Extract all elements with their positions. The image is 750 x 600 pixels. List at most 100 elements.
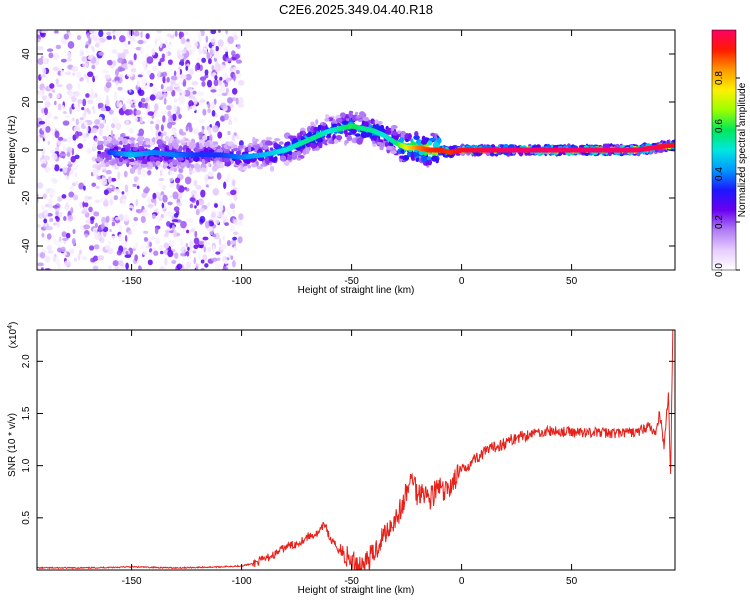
spectrogram-cell <box>143 138 151 142</box>
spectrogram-cell <box>62 166 68 174</box>
spectrogram-cell <box>71 66 79 72</box>
spectrogram-cell <box>188 217 194 224</box>
spectrogram-cell <box>194 42 199 47</box>
spectrogram-cell <box>123 170 128 178</box>
spectrogram-cell <box>197 91 205 97</box>
colorbar-tick-label: 0.8 <box>714 71 725 85</box>
spectrogram-cell <box>129 34 135 40</box>
spectrogram-cell <box>64 260 71 267</box>
spectrogram-cell <box>225 57 233 62</box>
spectrogram-cell <box>207 108 212 114</box>
spectrogram-cell <box>60 58 67 63</box>
spectrogram-cell <box>355 115 362 119</box>
spectrogram-cell <box>224 46 229 53</box>
spectrogram-cell <box>306 133 310 137</box>
spectrogram-cell <box>57 70 62 76</box>
spectrogram-cell <box>111 221 116 227</box>
spectrogram-cell <box>91 65 95 70</box>
spectrogram-cell <box>143 237 149 242</box>
spectrogram-cell <box>64 115 71 119</box>
spectrogram-cell <box>177 54 184 60</box>
spectrogram-cell <box>101 216 107 224</box>
spectrogram-cell <box>62 120 70 126</box>
page-title: C2E6.2025.349.04.40.R18 <box>279 2 433 17</box>
spectrogram-cell <box>172 113 177 122</box>
spectrogram-cell <box>50 127 54 134</box>
spectrogram-cell <box>44 255 51 263</box>
spectrogram-cell <box>112 34 116 40</box>
snr-yscale-close: ) <box>8 322 19 325</box>
spectrogram-cell <box>107 176 112 184</box>
spectrogram-cell <box>208 126 212 135</box>
spectrogram-cell <box>145 245 150 249</box>
spectrogram-cell <box>211 64 215 71</box>
spectrogram-cell <box>118 67 126 72</box>
spectrogram-cell <box>147 144 151 148</box>
spectrogram-cell <box>140 163 148 168</box>
spectrogram-cell <box>136 259 141 264</box>
spectrogram-cell <box>121 191 125 195</box>
spectrogram-cell <box>132 164 138 170</box>
spectrogram-cell <box>59 168 64 172</box>
spectrogram-cell <box>198 199 205 206</box>
spectrogram-cell <box>90 127 98 134</box>
spectrogram-cell <box>236 43 241 50</box>
spectrogram-cell <box>114 166 119 170</box>
spectrogram-cell <box>182 259 185 266</box>
spectrogram-cell <box>181 49 187 54</box>
spectrogram-cell <box>91 46 95 50</box>
spectrogram-cell <box>285 141 291 146</box>
spectrogram-cell <box>75 90 78 95</box>
spectrogram-cell <box>205 174 208 181</box>
spectrogram-cell <box>157 70 161 77</box>
spectrogram-cell <box>207 162 211 166</box>
spectrogram-cell <box>375 123 380 131</box>
spectrogram-cell <box>206 247 212 253</box>
spectrogram-cell <box>166 76 170 83</box>
spectrogram-cell <box>390 150 397 155</box>
spectrogram-cell <box>315 118 319 125</box>
spectrogram-cell <box>223 259 229 265</box>
spectrogram-cell <box>81 256 88 261</box>
spectrogram-cell <box>202 43 209 51</box>
spectrogram-xtick-label: -100 <box>232 276 252 287</box>
spectrogram-cell <box>90 88 94 96</box>
spectrogram-cell <box>317 124 321 130</box>
spectrogram-cell <box>147 170 152 176</box>
spectrogram-cell <box>251 163 257 168</box>
snr-xlabel: Height of straight line (km) <box>298 585 415 596</box>
spectrogram-cell <box>146 267 150 270</box>
spectrogram-cell <box>37 38 41 43</box>
spectrogram-cell <box>109 228 112 233</box>
spectrogram-cell <box>192 250 197 254</box>
spectrogram-cell <box>147 259 153 266</box>
spectrogram-cell <box>228 119 233 125</box>
spectrogram-cell <box>233 194 238 201</box>
spectrogram-cell <box>86 32 91 39</box>
spectrogram-cell <box>279 155 287 162</box>
spectrogram-cell <box>436 137 442 144</box>
spectrogram-cell <box>147 203 154 208</box>
spectrogram-cell <box>46 244 52 251</box>
spectrogram-cell <box>51 152 58 161</box>
spectrogram-cell <box>230 144 238 149</box>
spectrogram-cell <box>158 244 163 252</box>
spectrogram-cell <box>40 267 44 270</box>
spectrogram-cell <box>37 57 44 65</box>
snr-panel: -150 -100 -50 0 50 0.5 1.0 1.5 2.0 Height of str… <box>7 322 676 596</box>
spectrogram-cell <box>81 51 84 56</box>
spectrogram-cell <box>125 262 129 270</box>
spectrogram-cell <box>186 250 190 257</box>
spectrogram-cell <box>128 127 134 134</box>
snr-ytick-label: 1.0 <box>21 458 32 472</box>
spectrogram-cell <box>206 79 213 88</box>
spectrogram-xlabel: Height of straight line (km) <box>298 285 415 296</box>
spectrogram-cell <box>216 210 223 218</box>
spectrogram-cell <box>100 107 107 112</box>
spectrogram-cell <box>87 71 94 78</box>
spectrogram-xtick-label: 50 <box>566 276 578 287</box>
spectrogram-cell <box>200 267 205 270</box>
spectrogram-cell <box>201 57 206 63</box>
spectrogram-cell <box>363 116 370 122</box>
spectrogram-cell <box>166 220 171 227</box>
